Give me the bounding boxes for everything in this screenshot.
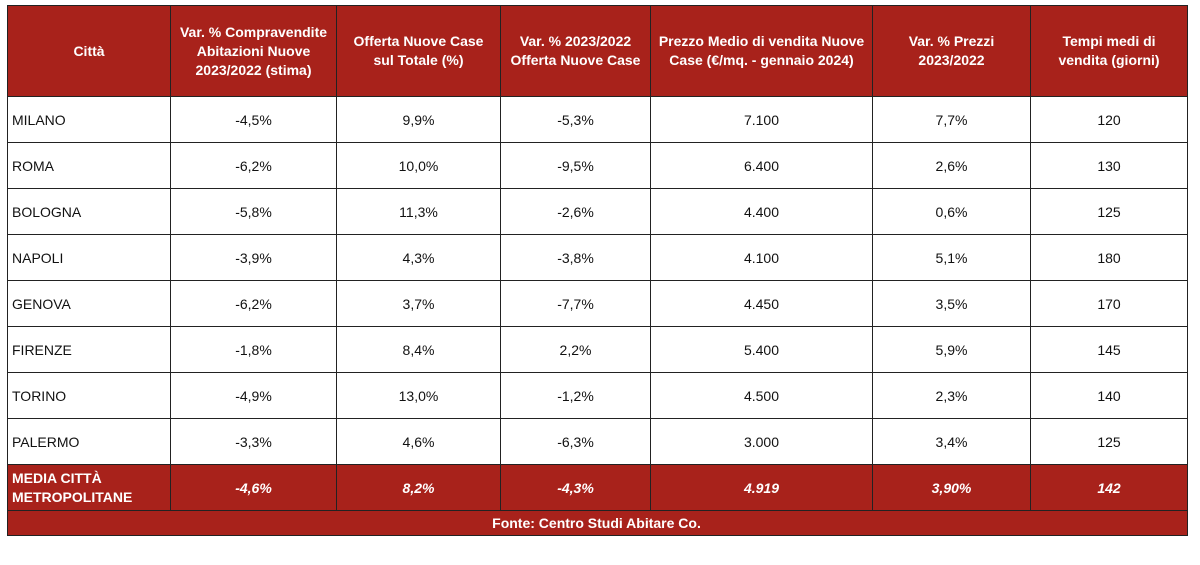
value-cell: 120	[1030, 96, 1188, 143]
value-cell: -7,7%	[500, 280, 651, 327]
value-cell: -4,9%	[170, 372, 337, 419]
value-cell: 3,5%	[872, 280, 1031, 327]
table-row: GENOVA -6,2% 3,7% -7,7% 4.450 3,5% 170	[7, 280, 1188, 327]
value-cell: 7,7%	[872, 96, 1031, 143]
value-cell: 125	[1030, 418, 1188, 465]
value-cell: 3,7%	[336, 280, 501, 327]
value-cell: 5.400	[650, 326, 873, 373]
value-cell: 2,6%	[872, 142, 1031, 189]
value-cell: 125	[1030, 188, 1188, 235]
column-header: Var. % 2023/2022 Offerta Nuove Case	[500, 5, 651, 97]
average-value: -4,6%	[170, 464, 337, 511]
column-header: Prezzo Medio di vendita Nuove Case (€/mq…	[650, 5, 873, 97]
value-cell: 4.500	[650, 372, 873, 419]
average-value: 142	[1030, 464, 1188, 511]
city-cell: BOLOGNA	[7, 188, 171, 235]
value-cell: 5,1%	[872, 234, 1031, 281]
table-row: BOLOGNA -5,8% 11,3% -2,6% 4.400 0,6% 125	[7, 188, 1188, 235]
table-row: FIRENZE -1,8% 8,4% 2,2% 5.400 5,9% 145	[7, 326, 1188, 373]
average-label: MEDIA CITTÀ METROPOLITANE	[7, 464, 171, 511]
value-cell: -2,6%	[500, 188, 651, 235]
city-cell: GENOVA	[7, 280, 171, 327]
value-cell: 5,9%	[872, 326, 1031, 373]
value-cell: 4.100	[650, 234, 873, 281]
table-row: TORINO -4,9% 13,0% -1,2% 4.500 2,3% 140	[7, 372, 1188, 419]
value-cell: 6.400	[650, 142, 873, 189]
housing-data-table: Città Var. % Compravendite Abitazioni Nuo…	[7, 5, 1188, 536]
average-value: 4.919	[650, 464, 873, 511]
value-cell: 2,3%	[872, 372, 1031, 419]
value-cell: 180	[1030, 234, 1188, 281]
column-header: Var. % Prezzi 2023/2022	[872, 5, 1031, 97]
average-value: 3,90%	[872, 464, 1031, 511]
column-header: Tempi medi di vendita (giorni)	[1030, 5, 1188, 97]
source-note: Fonte: Centro Studi Abitare Co.	[7, 510, 1188, 536]
value-cell: 9,9%	[336, 96, 501, 143]
value-cell: -5,3%	[500, 96, 651, 143]
value-cell: -4,5%	[170, 96, 337, 143]
column-header: Offerta Nuove Case sul Totale (%)	[336, 5, 501, 97]
table-row: MILANO -4,5% 9,9% -5,3% 7.100 7,7% 120	[7, 96, 1188, 143]
average-value: -4,3%	[500, 464, 651, 511]
column-header: Città	[7, 5, 171, 97]
value-cell: -3,3%	[170, 418, 337, 465]
value-cell: 4.400	[650, 188, 873, 235]
value-cell: 10,0%	[336, 142, 501, 189]
value-cell: -5,8%	[170, 188, 337, 235]
value-cell: 11,3%	[336, 188, 501, 235]
header-row: Città Var. % Compravendite Abitazioni Nuo…	[7, 5, 1188, 97]
value-cell: 13,0%	[336, 372, 501, 419]
city-cell: MILANO	[7, 96, 171, 143]
value-cell: 0,6%	[872, 188, 1031, 235]
city-cell: ROMA	[7, 142, 171, 189]
table-row: PALERMO -3,3% 4,6% -6,3% 3.000 3,4% 125	[7, 418, 1188, 465]
city-cell: FIRENZE	[7, 326, 171, 373]
value-cell: -1,2%	[500, 372, 651, 419]
value-cell: 2,2%	[500, 326, 651, 373]
average-row: MEDIA CITTÀ METROPOLITANE -4,6% 8,2% -4,3% 4…	[7, 464, 1188, 511]
value-cell: -3,9%	[170, 234, 337, 281]
value-cell: 4,3%	[336, 234, 501, 281]
value-cell: -3,8%	[500, 234, 651, 281]
value-cell: 130	[1030, 142, 1188, 189]
average-value: 8,2%	[336, 464, 501, 511]
value-cell: 3.000	[650, 418, 873, 465]
value-cell: 140	[1030, 372, 1188, 419]
value-cell: 3,4%	[872, 418, 1031, 465]
city-cell: TORINO	[7, 372, 171, 419]
value-cell: 7.100	[650, 96, 873, 143]
value-cell: -6,3%	[500, 418, 651, 465]
value-cell: -1,8%	[170, 326, 337, 373]
source-row: Fonte: Centro Studi Abitare Co.	[7, 510, 1188, 536]
value-cell: -6,2%	[170, 142, 337, 189]
value-cell: 8,4%	[336, 326, 501, 373]
table-row: NAPOLI -3,9% 4,3% -3,8% 4.100 5,1% 180	[7, 234, 1188, 281]
city-cell: NAPOLI	[7, 234, 171, 281]
city-cell: PALERMO	[7, 418, 171, 465]
value-cell: 145	[1030, 326, 1188, 373]
value-cell: 4,6%	[336, 418, 501, 465]
table-row: ROMA -6,2% 10,0% -9,5% 6.400 2,6% 130	[7, 142, 1188, 189]
value-cell: 170	[1030, 280, 1188, 327]
value-cell: -9,5%	[500, 142, 651, 189]
value-cell: 4.450	[650, 280, 873, 327]
value-cell: -6,2%	[170, 280, 337, 327]
column-header: Var. % Compravendite Abitazioni Nuove 20…	[170, 5, 337, 97]
